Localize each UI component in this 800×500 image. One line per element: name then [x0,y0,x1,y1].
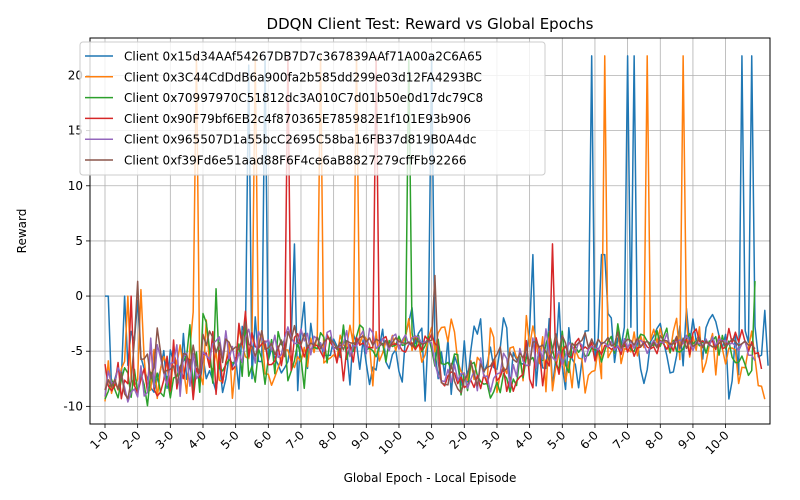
y-tick-label: 0 [75,289,83,303]
legend-label-3: Client 0x70997970C51812dc3A010C7d01b50e0… [124,91,483,105]
y-tick-label: -10 [63,399,83,413]
y-axis-ticks: -10 -5 0 5 10 15 20 [63,68,90,413]
y-tick-label: -5 [71,344,83,358]
legend-label-4: Client 0x90F79bf6EB2c4f870365E785982E1f1… [124,112,471,126]
y-tick-label: 10 [68,179,83,193]
chart-title: DDQN Client Test: Reward vs Global Epoch… [267,15,594,33]
x-axis-label: Global Epoch - Local Episode [344,471,517,485]
y-tick-label: 5 [75,234,83,248]
legend-label-2: Client 0x3C44CdDdB6a900fa2b585dd299e03d1… [124,70,482,84]
legend-label-1: Client 0x15d34AAf54267DB7D7c367839AAf71A… [124,50,482,64]
legend-label-6: Client 0xf39Fd6e51aad88F6F4ce6aB8827279c… [124,154,466,168]
y-tick-label: 20 [68,68,83,82]
series-line-2 [104,55,766,402]
legend-label-5: Client 0x965507D1a55bcC2695C58ba16FB37d8… [124,133,476,147]
y-tick-label: 15 [68,124,83,138]
plot-area-frame [89,37,771,425]
series-lines [104,55,769,407]
series-line-4 [104,55,763,401]
legend-box [79,41,546,176]
series-line-6 [104,274,756,400]
legend: Client 0x15d34AAf54267DB7D7c367839AAf71A… [79,41,546,176]
y-axis-label: Reward [15,209,29,254]
